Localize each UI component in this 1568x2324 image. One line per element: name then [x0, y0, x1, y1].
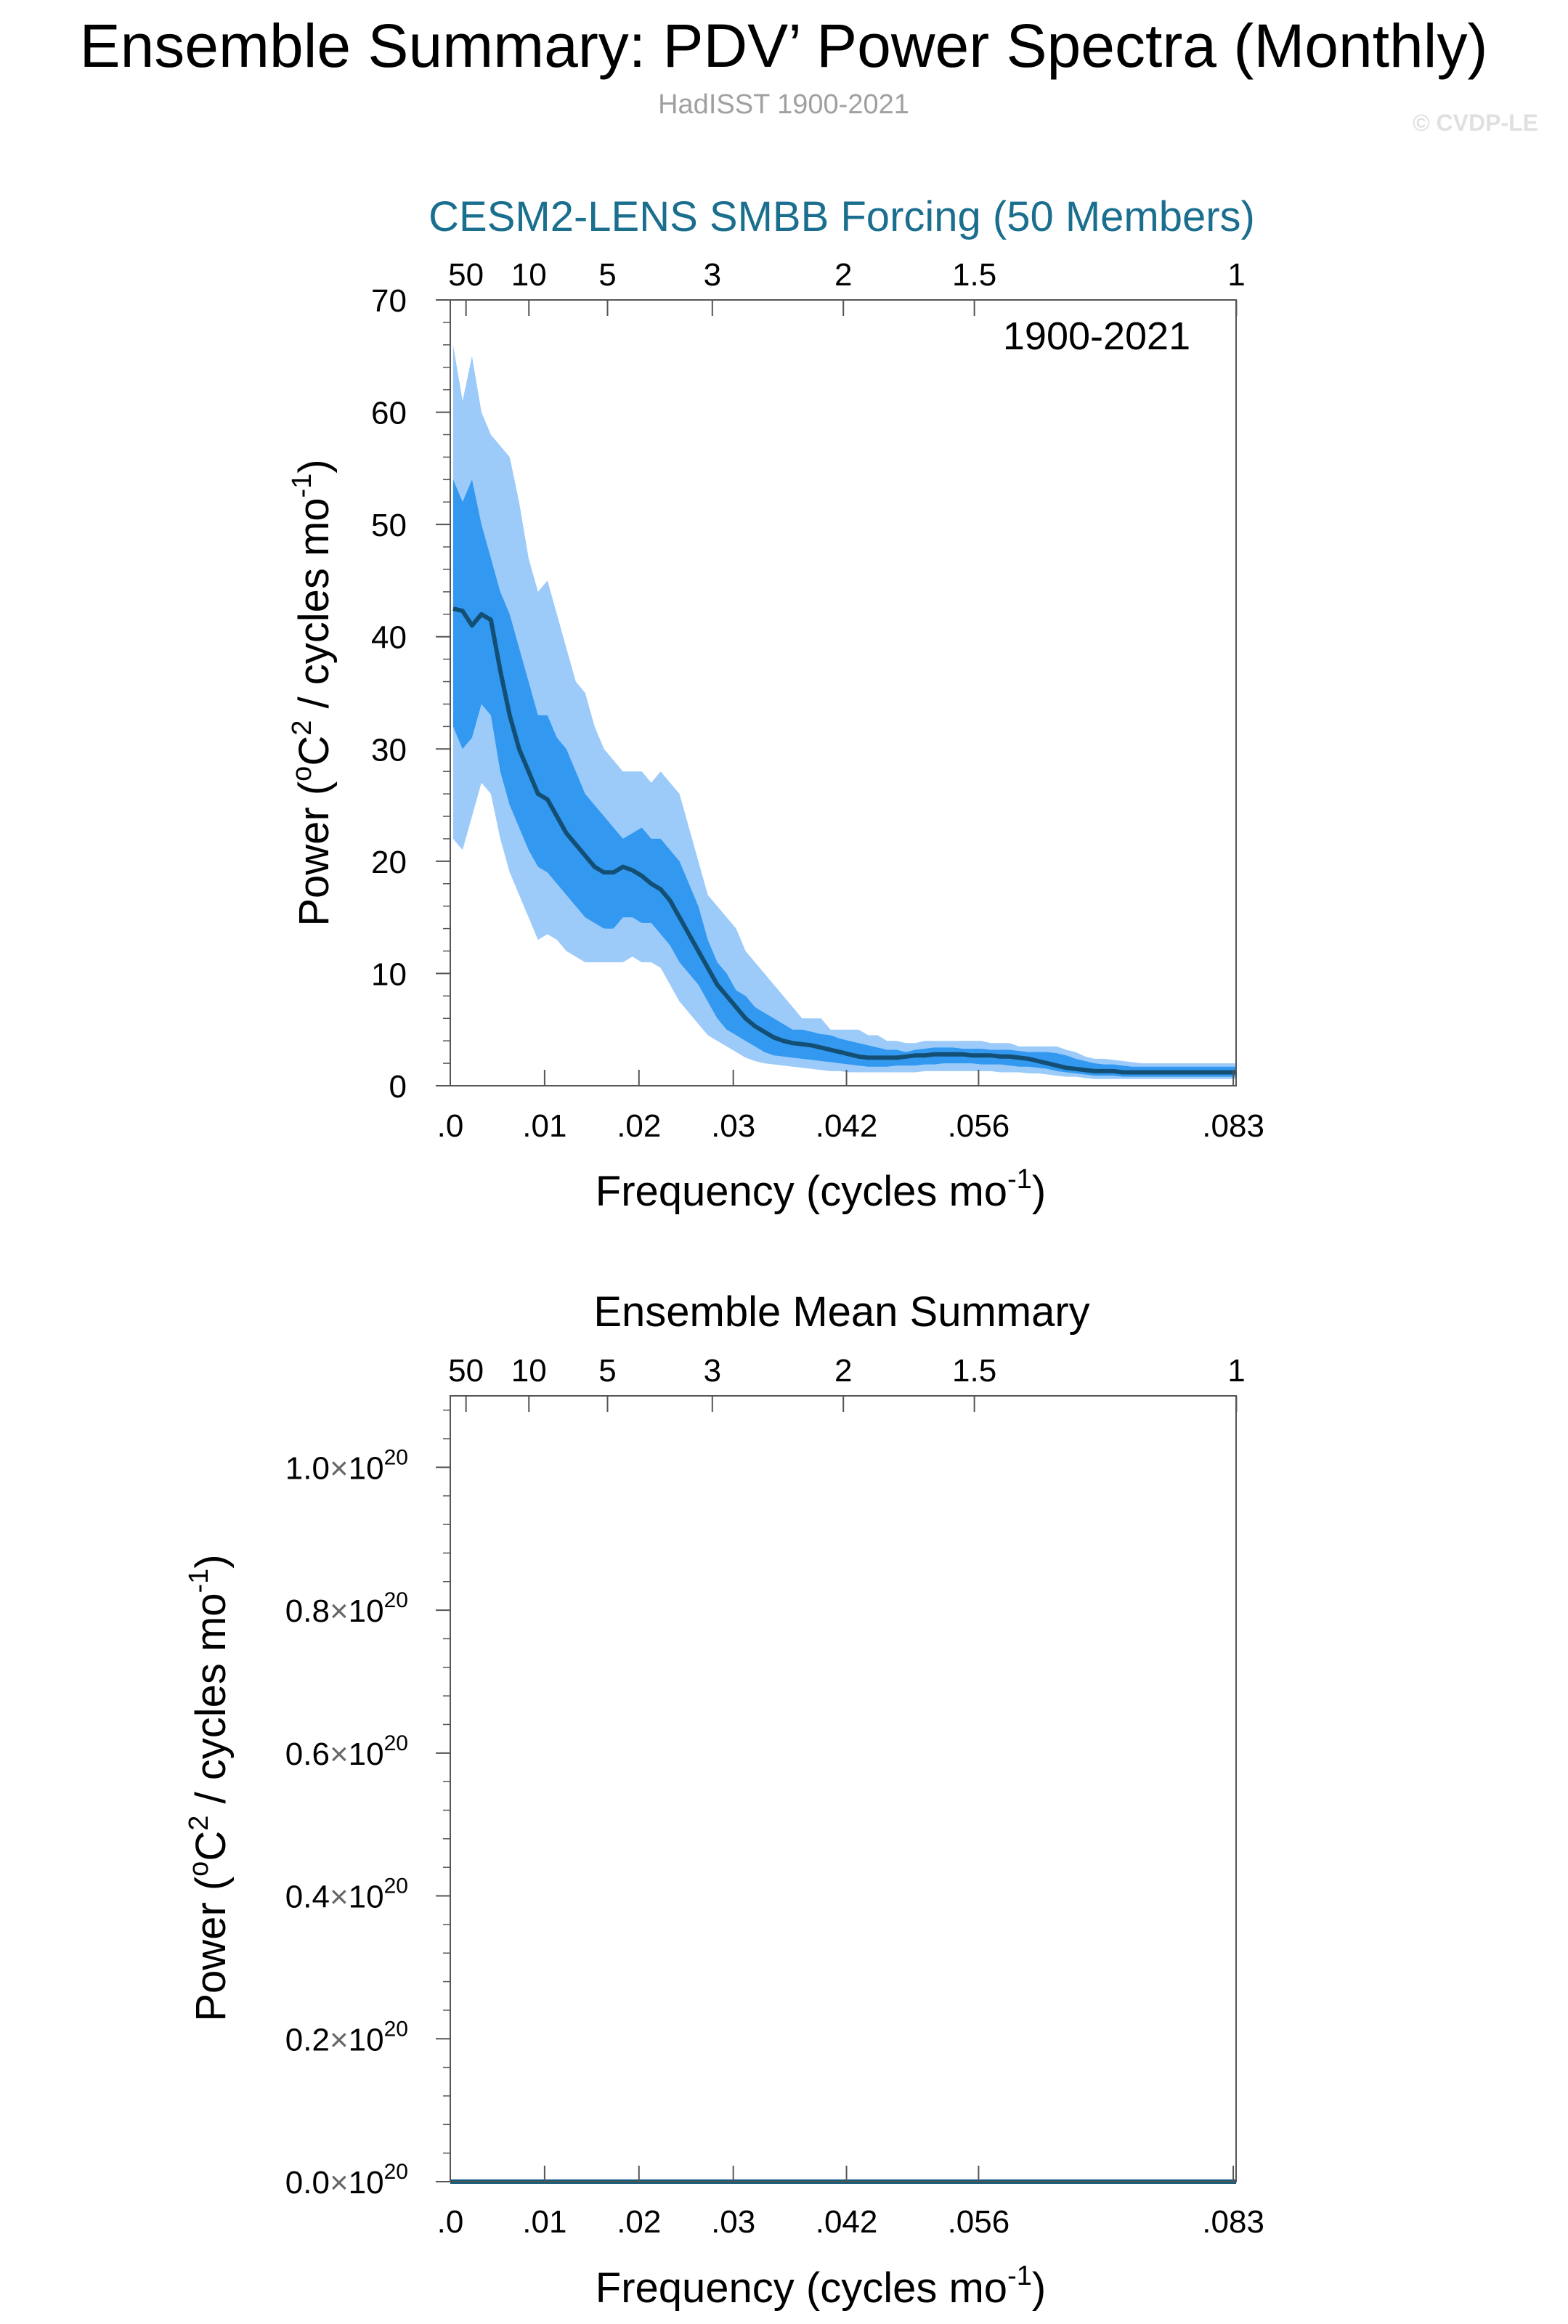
- period-tick-label: 50: [448, 257, 484, 293]
- chart-top: CESM2-LENS SMBB Forcing (50 Members) 190…: [287, 193, 1264, 1215]
- y-tick-label: 0.4×1020: [285, 1874, 408, 1915]
- y-tick-label: 70: [371, 283, 407, 319]
- inner-range-band: [452, 479, 1236, 1077]
- chart-bottom-x-axis: .0 .01 .02 .03 .042 .056 .083: [437, 2166, 1264, 2240]
- x-tick-label: .03: [711, 2204, 755, 2240]
- chart-bottom-period-axis: 50 10 5 3 2 1.5 1: [448, 1353, 1246, 1412]
- subtitle: HadISST 1900-2021: [658, 89, 909, 120]
- x-tick-label: .083: [1202, 2204, 1264, 2240]
- y-tick-label: 0.8×1020: [285, 1588, 408, 1629]
- x-tick-label: .083: [1202, 1108, 1264, 1144]
- chart-top-y-axis: 0 10 20 30 40 50 60 70: [371, 283, 450, 1105]
- y-tick-label: 30: [371, 732, 407, 768]
- period-tick-label: 1.5: [952, 257, 996, 293]
- x-tick-label: .01: [522, 2204, 566, 2240]
- chart-bottom: Ensemble Mean Summary 0.0×10200.2×10200.…: [184, 1288, 1264, 2312]
- y-tick-label: 20: [371, 845, 407, 880]
- y-tick-label: 50: [371, 508, 407, 543]
- y-tick-label: 0.6×1020: [285, 1731, 408, 1772]
- chart-top-x-axis: .0 .01 .02 .03 .042 .056 .083: [437, 1070, 1264, 1144]
- x-tick-label: .02: [617, 2204, 661, 2240]
- period-tick-label: 50: [448, 1353, 484, 1389]
- x-tick-label: .042: [816, 2204, 878, 2240]
- y-tick-label: 0.2×1020: [285, 2017, 408, 2057]
- x-tick-label: .02: [617, 1108, 661, 1144]
- period-tick-label: 2: [834, 1353, 852, 1389]
- chart-bottom-y-axis: 0.0×1020 0.2×1020 0.4×1020 0.6×1020 0.8×1020…: [285, 1409, 450, 2201]
- period-tick-label: 1.5: [952, 1353, 996, 1389]
- period-tick-label: 10: [511, 257, 547, 293]
- chart-top-period-axis: 50 10 5 3 2 1.5 1: [448, 257, 1246, 316]
- period-tick-label: 1: [1227, 1353, 1245, 1389]
- chart-top-y-label: Power (oC2 / cycles mo-1): [287, 459, 338, 926]
- credit-label: © CVDP-LE: [1413, 110, 1538, 136]
- main-title: Ensemble Summary: PDV’ Power Spectra (Mo…: [80, 12, 1488, 80]
- period-tick-label: 3: [704, 1353, 721, 1389]
- chart-bottom-y-label: Power (oC2 / cycles mo-1): [184, 1554, 235, 2021]
- y-tick-label: 0.0×1020: [285, 2160, 408, 2201]
- x-tick-label: .042: [816, 1108, 878, 1144]
- x-tick-label: .056: [948, 2204, 1010, 2240]
- chart-bottom-x-label: Frequency (cycles mo-1): [596, 2261, 1046, 2312]
- period-tick-label: 2: [834, 257, 852, 293]
- y-tick-label: 60: [371, 396, 407, 431]
- y-tick-label: 1.0×1020: [285, 1445, 408, 1486]
- chart-top-annotation: 1900-2021: [1003, 314, 1190, 358]
- chart-bottom-title: Ensemble Mean Summary: [593, 1288, 1089, 1336]
- y-tick-label: 40: [371, 620, 407, 656]
- period-tick-label: 1: [1227, 257, 1245, 293]
- y-tick-label: 10: [371, 956, 407, 992]
- y-tick-label: 0: [389, 1069, 407, 1105]
- x-tick-label: .0: [437, 1108, 464, 1144]
- chart-bottom-frame: [450, 1395, 1237, 2182]
- period-tick-label: 5: [598, 1353, 616, 1389]
- period-tick-label: 5: [598, 257, 616, 293]
- period-tick-label: 10: [511, 1353, 547, 1389]
- x-tick-label: .0: [437, 2204, 464, 2240]
- chart-top-x-label: Frequency (cycles mo-1): [596, 1164, 1046, 1215]
- outer-range-band: [452, 344, 1236, 1079]
- x-tick-label: .056: [948, 1108, 1010, 1144]
- ensemble-mean-line: [452, 606, 1236, 1075]
- chart-top-plot: [452, 344, 1236, 1079]
- x-tick-label: .01: [522, 1108, 566, 1144]
- period-tick-label: 3: [704, 257, 721, 293]
- chart-top-title: CESM2-LENS SMBB Forcing (50 Members): [428, 193, 1255, 240]
- x-tick-label: .03: [711, 1108, 755, 1144]
